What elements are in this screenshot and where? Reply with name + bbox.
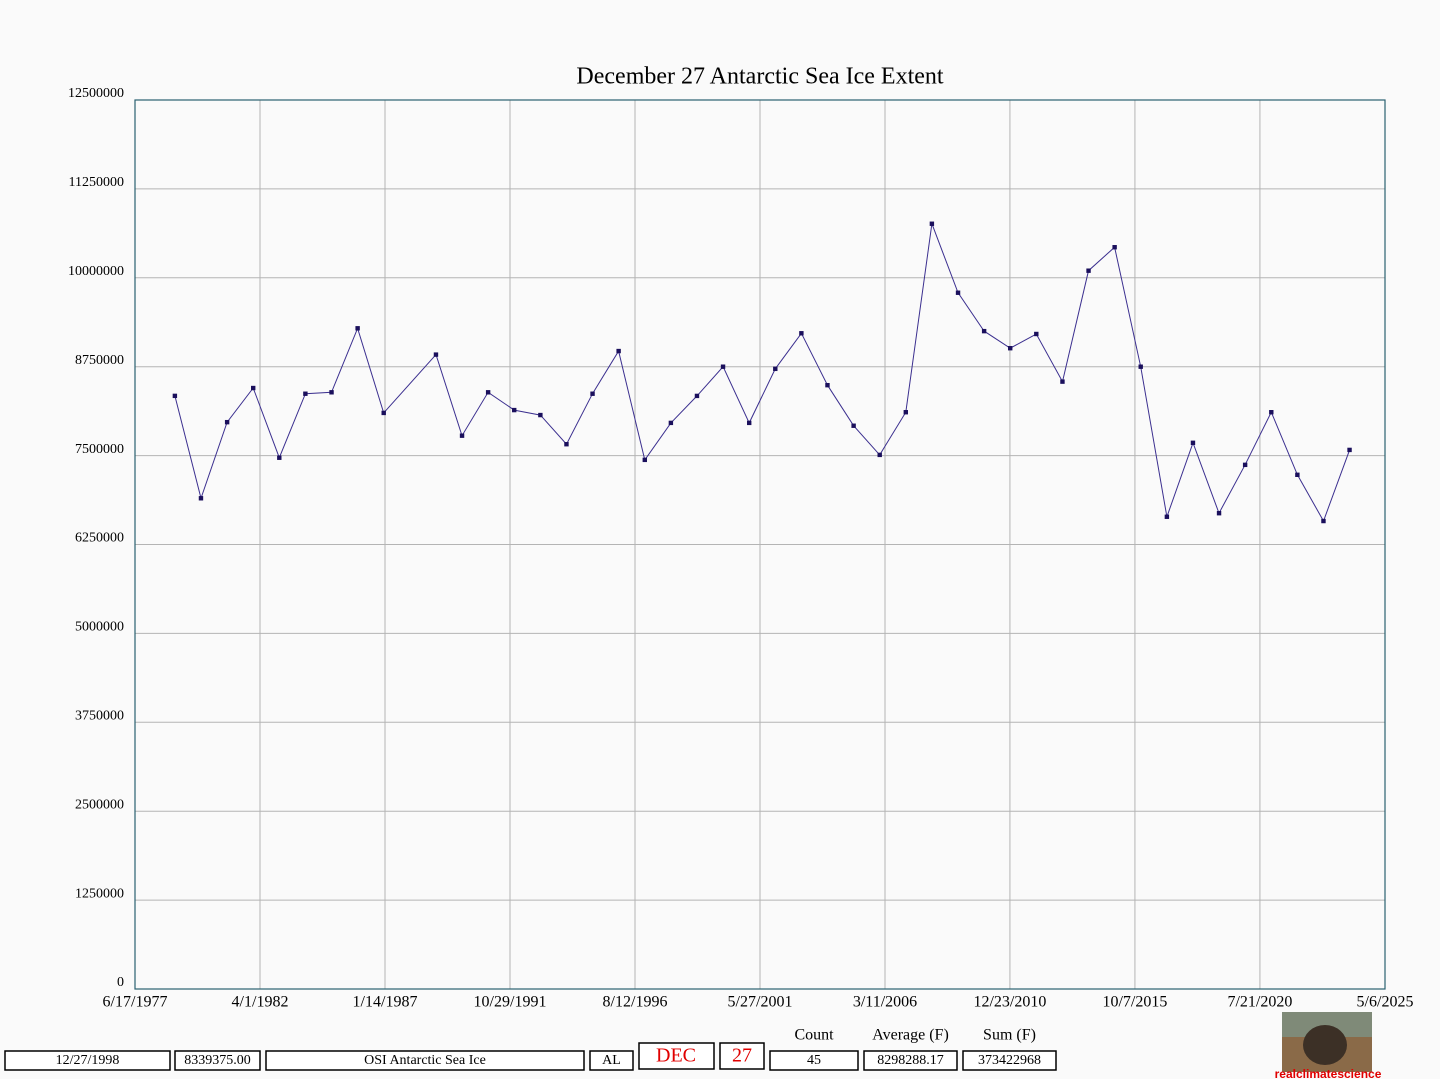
data-point xyxy=(224,419,230,425)
data-point xyxy=(720,364,726,369)
data-point xyxy=(485,390,491,395)
y-tick-label: 6250000 xyxy=(75,531,124,546)
data-point xyxy=(251,385,256,391)
data-point xyxy=(538,412,543,418)
month-box xyxy=(638,1042,715,1070)
x-tick-label: 10/7/2015 xyxy=(1102,994,1167,1011)
data-point xyxy=(512,407,517,413)
data-point xyxy=(851,423,856,428)
y-tick-label: 3750000 xyxy=(75,709,124,724)
data-point xyxy=(799,331,804,336)
stat-label: Count xyxy=(794,1027,834,1044)
data-point xyxy=(694,393,700,399)
data-point xyxy=(1216,511,1222,516)
data-point xyxy=(1321,518,1326,524)
stat-label: Sum (F) xyxy=(983,1027,1036,1044)
stat-label: Average (F) xyxy=(872,1027,949,1044)
data-point xyxy=(773,366,778,372)
data-point xyxy=(1034,331,1039,337)
y-tick-label: 8750000 xyxy=(75,353,124,368)
day-text: 27 xyxy=(732,1045,752,1067)
x-tick-label: 5/6/2025 xyxy=(1357,994,1414,1011)
x-tick-label: 4/1/1982 xyxy=(232,994,289,1011)
x-tick-label: 7/21/2020 xyxy=(1227,994,1292,1011)
y-tick-label: 5000000 xyxy=(75,620,124,635)
data-point xyxy=(929,221,935,226)
data-point xyxy=(381,410,386,416)
data-point xyxy=(355,326,360,331)
data-point xyxy=(642,457,647,463)
stat-box xyxy=(769,1050,859,1071)
field-box xyxy=(589,1050,634,1071)
stat-value: 373422968 xyxy=(978,1053,1041,1068)
data-point xyxy=(747,420,752,426)
data-point xyxy=(825,382,830,388)
data-point xyxy=(1164,514,1170,519)
data-point xyxy=(668,420,674,426)
plot-frame xyxy=(134,99,1386,990)
data-point xyxy=(564,442,569,447)
stat-box xyxy=(863,1050,958,1071)
data-point xyxy=(877,452,882,458)
data-point xyxy=(303,391,308,396)
field-text: 12/27/1998 xyxy=(56,1053,120,1068)
data-point xyxy=(198,496,204,501)
data-point xyxy=(1347,447,1352,453)
stat-value: 45 xyxy=(807,1053,821,1068)
data-point xyxy=(459,433,465,438)
data-point xyxy=(433,352,439,357)
stat-box xyxy=(962,1050,1057,1071)
data-point xyxy=(1086,268,1091,273)
stat-value: 8298288.17 xyxy=(877,1053,944,1068)
data-point xyxy=(329,390,334,395)
field-text: 8339375.00 xyxy=(184,1053,251,1068)
y-tick-label: 7500000 xyxy=(75,442,124,457)
data-point xyxy=(590,391,595,396)
x-tick-label: 1/14/1987 xyxy=(353,994,418,1011)
y-tick-label: 11250000 xyxy=(69,175,124,190)
y-tick-label: 0 xyxy=(117,975,124,990)
field-text: OSI Antarctic Sea Ice xyxy=(364,1053,486,1068)
x-tick-label: 12/23/2010 xyxy=(973,994,1046,1011)
field-box xyxy=(174,1050,261,1071)
data-point xyxy=(955,290,961,295)
x-tick-label: 6/17/1977 xyxy=(103,994,168,1011)
month-text: DEC xyxy=(656,1045,696,1067)
y-tick-label: 2500000 xyxy=(75,797,124,812)
data-point xyxy=(1295,472,1300,478)
day-box xyxy=(719,1042,765,1070)
data-point xyxy=(1138,364,1143,369)
data-point xyxy=(1242,462,1248,468)
field-box xyxy=(265,1050,585,1071)
y-tick-label: 10000000 xyxy=(68,264,124,279)
chart-title: December 27 Antarctic Sea Ice Extent xyxy=(576,64,943,90)
y-tick-label: 1250000 xyxy=(75,886,124,901)
logo-dog xyxy=(1303,1025,1347,1065)
data-point xyxy=(1008,346,1013,351)
data-point xyxy=(981,328,987,334)
field-box xyxy=(4,1050,171,1071)
field-text: AL xyxy=(602,1053,621,1068)
x-tick-label: 5/27/2001 xyxy=(728,994,793,1011)
x-tick-label: 3/11/2006 xyxy=(853,994,917,1011)
data-point xyxy=(903,410,908,415)
x-tick-label: 8/12/1996 xyxy=(603,994,668,1011)
data-point xyxy=(277,455,282,460)
data-point xyxy=(1060,379,1065,384)
data-point xyxy=(172,393,178,399)
y-tick-label: 12500000 xyxy=(68,86,124,101)
data-point xyxy=(616,348,621,354)
data-point xyxy=(1190,440,1196,445)
data-point xyxy=(1112,245,1117,250)
logo-text: realclimatescience xyxy=(1275,1067,1382,1079)
x-tick-label: 10/29/1991 xyxy=(474,994,547,1011)
data-point xyxy=(1269,410,1274,415)
